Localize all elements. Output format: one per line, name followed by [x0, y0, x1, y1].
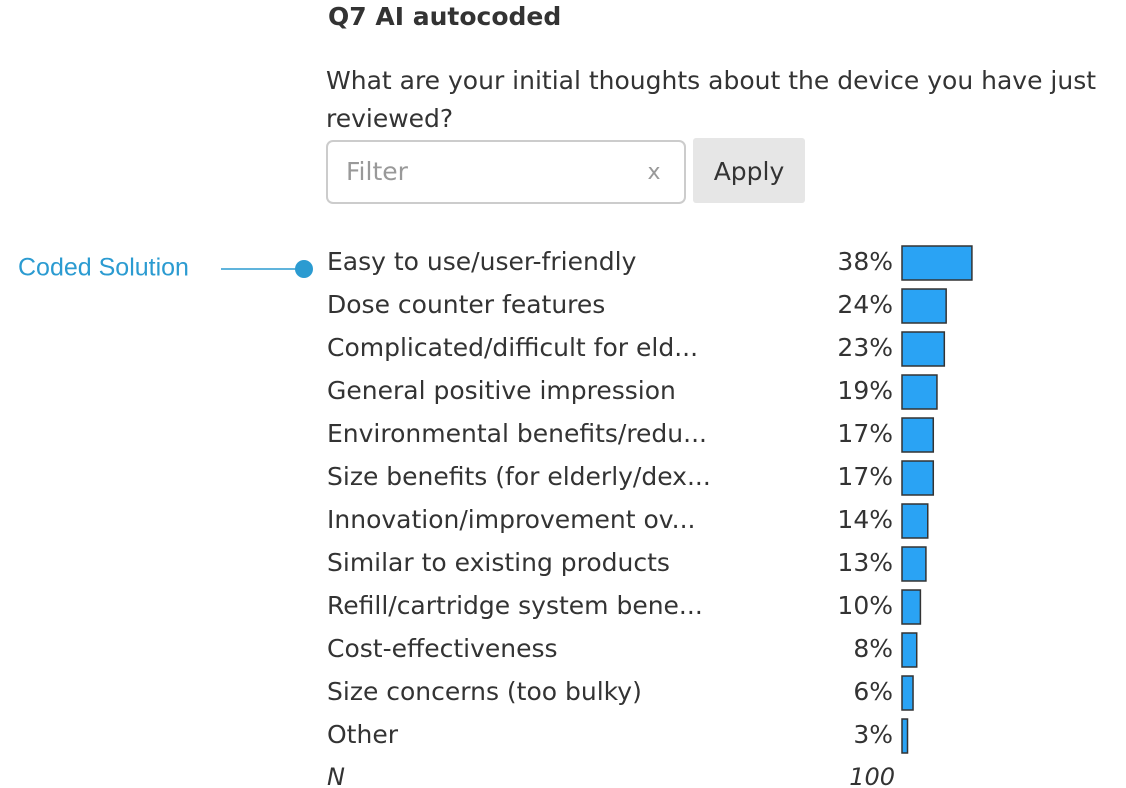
bar: [901, 546, 927, 582]
bar: [901, 675, 914, 711]
total-label: N: [327, 763, 345, 788]
row-label: Other: [327, 720, 399, 749]
value-label: 17%: [837, 462, 893, 491]
value-label: 17%: [837, 419, 893, 448]
value-label: 10%: [837, 591, 893, 620]
apply-button[interactable]: [693, 138, 805, 203]
row-label: Complicated/difficult for eld...: [327, 333, 698, 362]
value-label: 6%: [853, 677, 893, 706]
filter-placeholder: Filter: [346, 157, 409, 186]
value-label: 8%: [853, 634, 893, 663]
bar: [901, 503, 929, 539]
row-label: Easy to use/user-friendly: [327, 247, 637, 276]
row-label: Cost-effectiveness: [327, 634, 558, 663]
annotation: Coded Solution: [18, 254, 189, 282]
bar: [901, 417, 935, 453]
value-label: 3%: [853, 720, 893, 749]
row-label: Size benefits (for elderly/dex...: [327, 462, 711, 491]
bar: [901, 589, 922, 625]
row-label: Dose counter features: [327, 290, 605, 319]
apply-label: Apply: [714, 157, 785, 186]
question-box: What are your initial thoughts about the…: [326, 66, 1097, 133]
bar: [901, 374, 938, 410]
bar: [901, 288, 947, 324]
bar: [901, 632, 918, 668]
filter-input[interactable]: [326, 140, 686, 204]
value-label: 19%: [837, 376, 893, 405]
row-label: Similar to existing products: [327, 548, 670, 577]
row-label: Innovation/improvement ov...: [327, 505, 695, 534]
bar: [901, 460, 935, 496]
title: Q7 AI autocoded: [328, 2, 561, 31]
row-label: Refill/cartridge system bene...: [327, 591, 703, 620]
value-label: 14%: [837, 505, 893, 534]
value-label: 38%: [837, 247, 893, 276]
value-label: 23%: [837, 333, 893, 362]
annotation-dot: [295, 260, 313, 278]
value-label: 24%: [837, 290, 893, 319]
bar: [901, 718, 909, 754]
row-label: General positive impression: [327, 376, 676, 405]
bar: [901, 245, 973, 281]
value-label: 13%: [837, 548, 893, 577]
row-label: Size concerns (too bulky): [327, 677, 642, 706]
total-value: 100: [849, 763, 895, 788]
filter-clear[interactable]: x: [647, 160, 660, 185]
row-label: Environmental benefits/redu...: [327, 419, 707, 448]
bar: [901, 331, 946, 367]
question: What are your initial thoughts about the…: [326, 66, 1097, 133]
